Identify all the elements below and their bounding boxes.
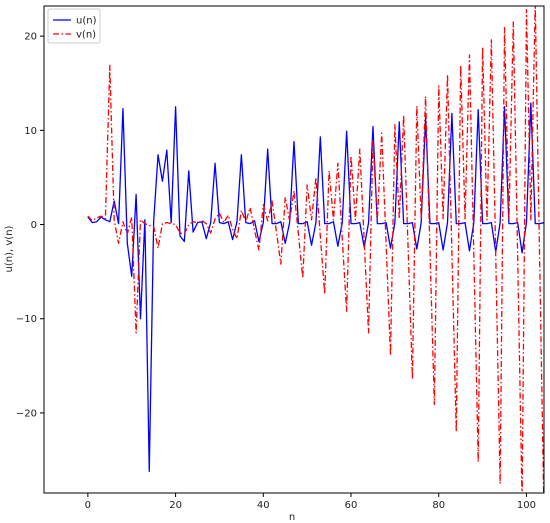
y-tick-label: 0 — [31, 220, 37, 231]
series-line-v — [87, 6, 544, 493]
y-tick-label: −10 — [16, 314, 37, 325]
x-tick-label: 60 — [345, 500, 358, 511]
legend-label-u: u(n) — [76, 16, 97, 27]
x-tick-label: 100 — [517, 500, 536, 511]
x-tick-label: 0 — [85, 500, 91, 511]
legend-label-v: v(n) — [76, 30, 96, 41]
y-tick-label: −20 — [16, 408, 37, 419]
x-tick-label: 20 — [169, 500, 182, 511]
x-tick-label: 40 — [257, 500, 270, 511]
x-tick-label: 80 — [432, 500, 445, 511]
y-tick-label: 20 — [24, 32, 37, 43]
series-line-u — [87, 102, 544, 472]
series-layer — [87, 6, 544, 493]
legend: u(n) v(n) — [47, 8, 101, 44]
ticks-layer: 0 20 40 60 80 100 −20 −10 0 10 20 — [16, 32, 536, 511]
legend-box — [47, 8, 101, 44]
y-axis-label: u(n), v(n) — [4, 225, 15, 272]
y-tick-label: 10 — [24, 126, 37, 137]
plot-area-frame — [43, 5, 545, 494]
x-axis-label: n — [289, 512, 295, 523]
